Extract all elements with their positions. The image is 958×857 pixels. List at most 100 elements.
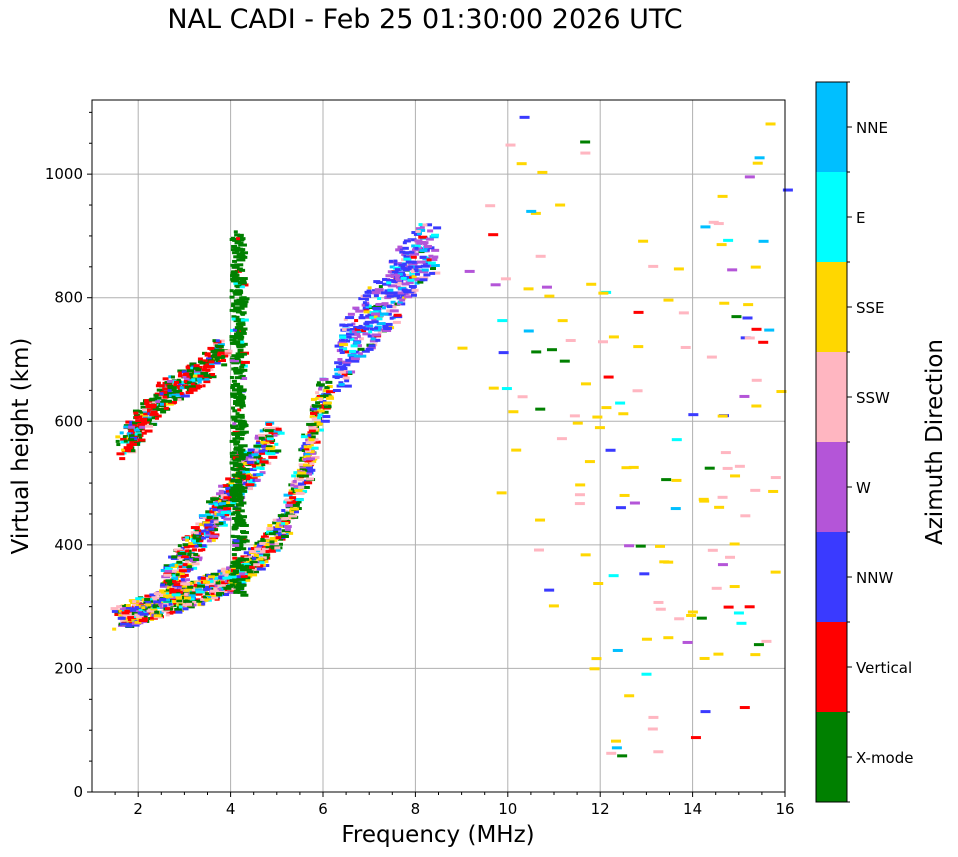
echo-point	[230, 561, 240, 565]
echo-point	[238, 285, 245, 289]
echo-point	[191, 378, 196, 382]
echo-point	[233, 382, 241, 386]
echo-point	[347, 353, 357, 357]
echo-point	[281, 522, 286, 526]
echo-point	[195, 522, 203, 526]
echo-point	[373, 294, 379, 298]
echo-point	[615, 401, 626, 405]
echo-point	[758, 340, 769, 344]
echo-point	[231, 379, 237, 383]
echo-point	[188, 582, 193, 586]
echo-point	[713, 652, 724, 656]
echo-point	[253, 563, 261, 567]
echo-point	[236, 479, 243, 483]
echo-point	[725, 555, 736, 559]
echo-point	[180, 578, 190, 582]
echo-point	[240, 593, 249, 597]
echo-point	[308, 429, 316, 433]
echo-point	[165, 607, 171, 611]
x-tick-label: 4	[226, 800, 236, 818]
echo-point	[414, 272, 420, 276]
echo-point	[202, 359, 212, 363]
echo-point	[233, 446, 239, 450]
echo-point	[245, 483, 255, 487]
echo-point	[294, 477, 300, 481]
echo-point	[232, 580, 238, 584]
echo-point	[254, 478, 261, 482]
echo-point	[221, 515, 226, 519]
echo-point	[310, 431, 319, 435]
echo-point	[163, 564, 170, 568]
echo-point	[339, 347, 348, 351]
echo-point	[238, 466, 244, 470]
echo-point	[155, 384, 165, 388]
echo-point	[388, 259, 393, 263]
echo-point	[235, 510, 240, 514]
echo-point	[432, 271, 441, 275]
echo-point	[372, 306, 382, 310]
echo-point	[218, 359, 227, 363]
echo-point	[390, 300, 396, 304]
echo-point	[293, 505, 298, 509]
echo-point	[249, 468, 257, 472]
echo-point	[414, 239, 423, 243]
echo-point	[378, 285, 383, 289]
echo-point	[357, 347, 365, 351]
echo-point	[237, 322, 246, 326]
echo-point	[594, 426, 605, 430]
echo-point	[136, 436, 143, 440]
echo-point	[283, 525, 292, 529]
echo-point	[273, 429, 283, 433]
echo-point	[227, 501, 237, 505]
echo-point	[326, 390, 336, 394]
echo-point	[369, 316, 375, 320]
echo-point	[175, 610, 183, 614]
echo-point	[612, 648, 623, 652]
echo-point	[112, 627, 117, 631]
echo-point	[217, 505, 225, 509]
echo-point	[362, 294, 371, 298]
echo-point	[239, 535, 246, 539]
echo-point	[147, 611, 154, 615]
echo-point	[129, 420, 134, 424]
echo-point	[421, 268, 429, 272]
y-tick-label: 800	[54, 289, 83, 307]
y-tick-label: 600	[54, 412, 83, 430]
echo-point	[659, 560, 670, 564]
echo-point	[195, 590, 205, 594]
echo-point	[153, 604, 160, 608]
echo-point	[326, 385, 333, 389]
echo-point	[162, 377, 169, 381]
echo-point	[361, 328, 367, 332]
echo-point	[298, 463, 306, 467]
echo-point	[135, 615, 144, 619]
echo-point	[194, 539, 200, 543]
echo-point	[181, 584, 188, 588]
echo-point	[234, 518, 239, 522]
echo-point	[222, 576, 231, 580]
echo-point	[175, 573, 180, 577]
echo-point	[249, 559, 255, 563]
echo-point	[238, 444, 243, 448]
echo-point	[377, 330, 382, 334]
echo-point	[342, 376, 350, 380]
echo-point	[592, 415, 603, 419]
echo-point	[427, 261, 436, 265]
echo-point	[229, 583, 235, 587]
echo-point	[191, 603, 197, 607]
echo-point	[230, 328, 235, 332]
echo-point	[234, 463, 242, 467]
echo-point	[409, 250, 415, 254]
echo-point	[299, 465, 308, 469]
echo-point	[381, 306, 386, 310]
echo-point	[293, 485, 303, 489]
echo-point	[365, 347, 374, 351]
echo-point	[234, 419, 243, 423]
echo-point	[257, 557, 264, 561]
echo-point	[208, 365, 215, 369]
echo-point	[234, 241, 244, 245]
echo-point	[413, 265, 423, 269]
echo-point	[751, 378, 762, 382]
echo-point	[240, 519, 246, 523]
echo-point	[165, 579, 174, 583]
